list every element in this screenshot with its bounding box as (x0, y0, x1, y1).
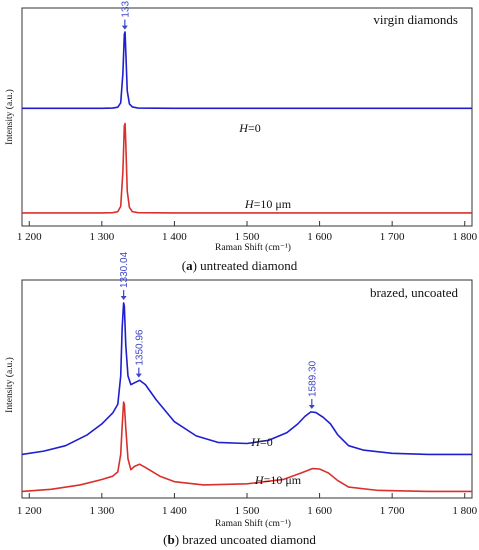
series-label-h0: H=0 (238, 121, 260, 135)
y-axis-label-a: Intensity (a.u.) (4, 89, 15, 145)
peak-arrow-head-2 (308, 405, 315, 410)
x-axis-label-b: Raman Shift (cm⁻¹) (215, 518, 291, 529)
x-tick-label-1200: 1 200 (17, 505, 42, 517)
chart-panel-b: brazed, uncoated Intensity (a.u.) Raman … (4, 251, 478, 529)
peak-arrow-head-0 (121, 25, 128, 30)
chart-title-b: brazed, uncoated (370, 285, 459, 300)
series-label-h10: H=10 μm (244, 197, 292, 211)
plot-frame-b (21, 279, 473, 499)
x-tick-label-1600: 1 600 (307, 505, 332, 517)
peak-label-0: 1330.04 (119, 251, 130, 288)
series-line-h0 (22, 31, 472, 110)
x-axis-label-a: Raman Shift (cm⁻¹) (215, 242, 291, 253)
series-label-h10: H=10 μm (254, 473, 302, 487)
peak-arrow-head-0 (120, 296, 127, 301)
series-line-h10 (21, 401, 472, 493)
peak-label-1: 1350.96 (134, 329, 145, 366)
peak-arrow-head-1 (135, 373, 142, 378)
x-tick-label-1200: 1 200 (17, 231, 42, 243)
caption-b-letter: b (167, 532, 175, 547)
series-line-h10 (22, 122, 472, 214)
x-tick-label-1700: 1 700 (380, 505, 405, 517)
caption-b-text: brazed uncoated diamond (182, 532, 316, 547)
caption-b: (b) brazed uncoated diamond (163, 532, 316, 547)
peak-label-0: 1331.71 (120, 0, 131, 18)
x-tick-label-1500: 1 500 (235, 231, 260, 243)
x-tick-label-1700: 1 700 (380, 231, 405, 243)
x-tick-label-1300: 1 300 (89, 231, 114, 243)
caption-a: (a) untreated diamond (181, 258, 298, 273)
series-line-h0 (21, 302, 472, 456)
chart-title-a: virgin diamonds (373, 12, 458, 27)
series-label-h0: H=0 (250, 435, 272, 449)
x-tick-label-1400: 1 400 (162, 231, 187, 243)
chart-panel-a: virgin diamonds Intensity (a.u.) Raman S… (4, 0, 478, 253)
x-tick-label-1800: 1 800 (452, 505, 477, 517)
x-tick-label-1600: 1 600 (307, 231, 332, 243)
y-axis-label-b: Intensity (a.u.) (4, 357, 15, 413)
x-tick-label-1300: 1 300 (89, 505, 114, 517)
plot-frame-a (21, 7, 473, 227)
x-tick-label-1400: 1 400 (162, 505, 187, 517)
x-tick-label-1500: 1 500 (235, 505, 260, 517)
caption-a-text: untreated diamond (200, 258, 298, 273)
caption-a-letter: a (186, 258, 193, 273)
peak-label-2: 1589.30 (307, 360, 318, 397)
x-tick-label-1800: 1 800 (452, 231, 477, 243)
